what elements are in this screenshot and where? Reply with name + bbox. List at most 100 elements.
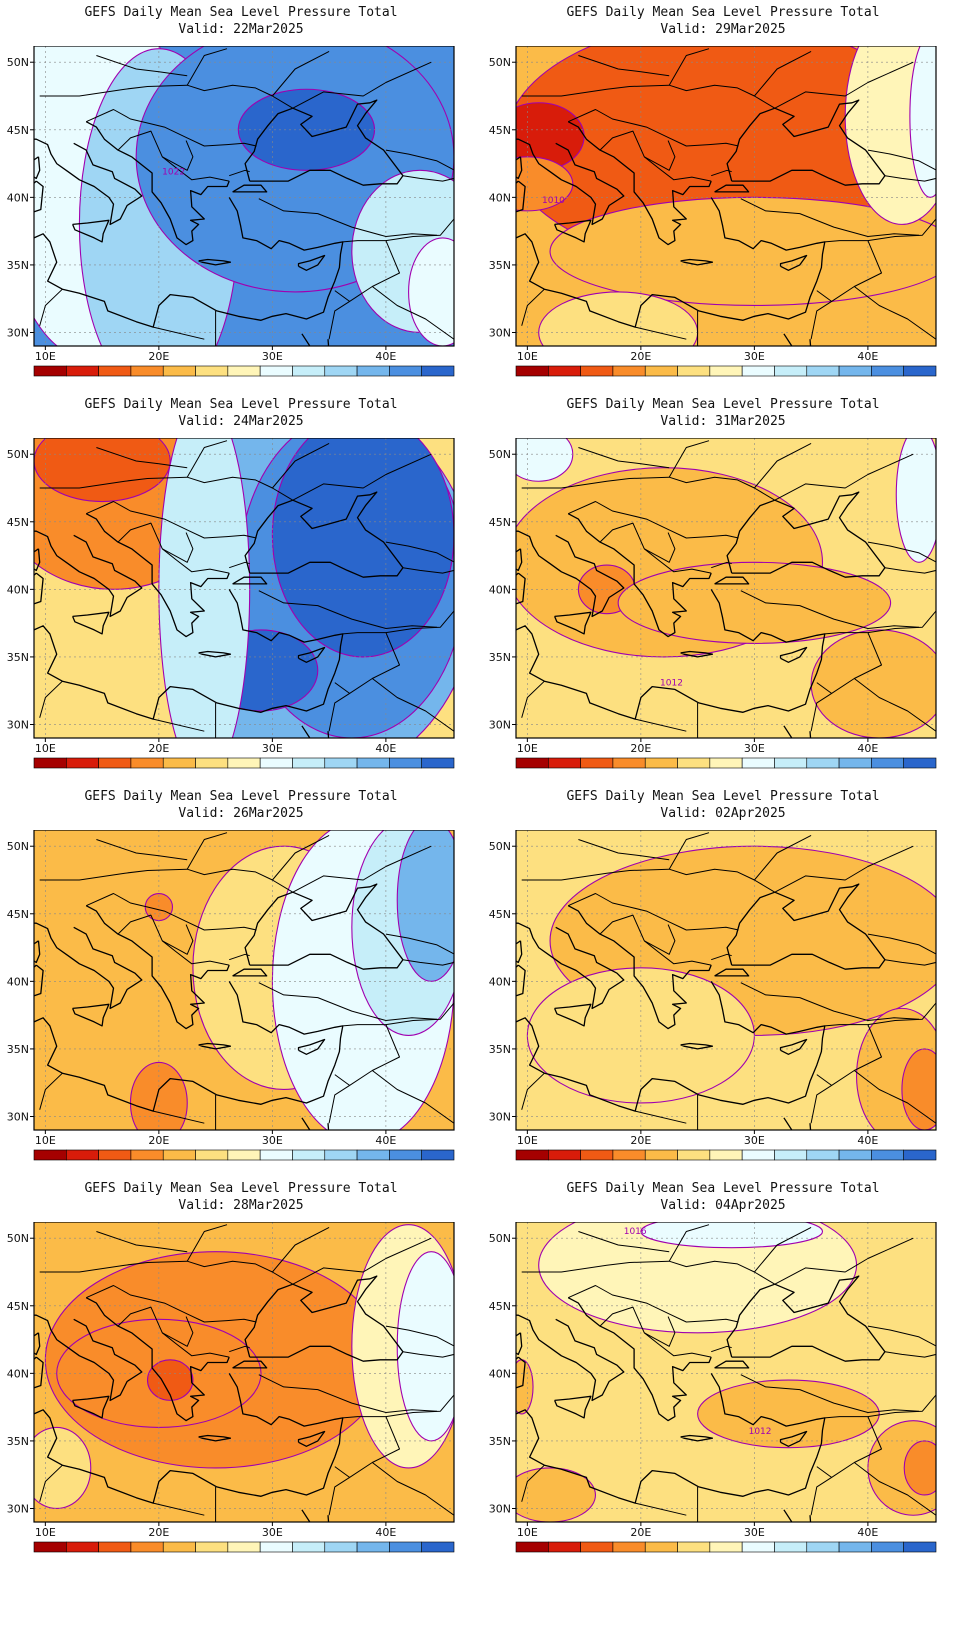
colorbar-swatch: [421, 1541, 455, 1553]
contour-label: 1010: [542, 196, 565, 206]
country-border: [824, 1394, 936, 1419]
lon-tick-label: 10E: [35, 742, 56, 755]
pressure-contour-region: [34, 438, 171, 503]
country-border: [371, 286, 454, 340]
coastline: [680, 1434, 714, 1442]
colorbar-swatch: [292, 757, 326, 769]
lat-tick-label: 50N: [489, 56, 511, 69]
country-border: [402, 175, 454, 182]
colorbar: 1006100810101012101410161018102010221024…: [33, 757, 455, 769]
country-border: [272, 1226, 330, 1273]
panel-title: GEFS Daily Mean Sea Level Pressure Total: [84, 397, 398, 412]
country-border: [85, 893, 257, 931]
coastline: [232, 576, 268, 585]
country-border: [635, 1110, 687, 1124]
colorbar-swatch: [356, 1541, 390, 1553]
lat-tick-label: 50N: [489, 448, 511, 461]
pressure-contour-region: [408, 237, 454, 346]
lat-tick-label: 35N: [489, 651, 511, 664]
country-border: [117, 914, 230, 966]
lat-tick-label: 40N: [489, 583, 511, 596]
country-border: [385, 933, 454, 955]
colorbar-swatch: [98, 1149, 132, 1161]
colorbar-swatch: [324, 757, 358, 769]
colorbar-swatch: [66, 365, 99, 377]
country-border: [599, 130, 712, 182]
coastline: [779, 1038, 808, 1055]
country-border: [402, 959, 454, 966]
country-border: [853, 1070, 936, 1124]
lat-tick-label: 30N: [489, 326, 511, 339]
country-border: [824, 610, 936, 635]
country-border: [754, 834, 812, 881]
coastline: [516, 548, 523, 572]
coastline: [714, 1360, 750, 1369]
colorbar: 1006100810101012101410161018102010221024…: [33, 1149, 455, 1161]
lon-tick-label: 10E: [517, 1134, 538, 1147]
panel-valid-date: Valid: 29Mar2025: [660, 22, 786, 37]
country-border: [402, 567, 454, 574]
lon-tick-label: 30E: [262, 1526, 283, 1539]
map-frame: [33, 438, 455, 739]
pressure-map: 1016 1012 50N 45N 40N 35N 30N 10E 20E 30E 40E 10061…: [489, 1222, 937, 1553]
colorbar-swatch: [580, 1541, 614, 1553]
coastline: [567, 121, 712, 246]
colorbar-swatch: [162, 757, 196, 769]
coastline: [34, 197, 344, 328]
lon-tick-label: 30E: [744, 350, 765, 363]
lat-tick-label: 45N: [7, 1300, 29, 1313]
colorbar-swatch: [389, 365, 422, 377]
lat-tick-label: 35N: [489, 1435, 511, 1448]
coastline: [34, 138, 143, 226]
country-border: [385, 149, 454, 171]
country-border: [39, 1464, 63, 1502]
coastline: [783, 333, 812, 346]
pressure-map: 50N 45N 40N 35N 30N 10E 20E 30E 40E 1006100810101…: [7, 830, 455, 1161]
colorbar-swatch: [515, 1149, 549, 1161]
colorbar-swatch: [709, 757, 743, 769]
coastline: [783, 1117, 812, 1130]
colorbar: 1006100810101012101410161018102010221024…: [515, 365, 937, 377]
colorbar-swatch: [33, 757, 67, 769]
lat-tick-label: 50N: [7, 1232, 29, 1245]
colorbar-swatch: [130, 757, 164, 769]
coastline: [516, 180, 526, 213]
pressure-contour-region: [396, 830, 454, 982]
coastline: [34, 572, 44, 605]
lat-tick-label: 45N: [489, 908, 511, 921]
lon-tick-label: 20E: [148, 350, 169, 363]
lat-tick-label: 30N: [7, 1502, 29, 1515]
colorbar-swatch: [389, 757, 422, 769]
coastline: [198, 1434, 232, 1442]
country-border: [371, 678, 454, 732]
country-border: [258, 198, 438, 237]
country-border: [117, 1306, 230, 1358]
colorbar-swatch: [292, 1149, 326, 1161]
country-border: [153, 1502, 205, 1516]
pressure-contour-region: [516, 1359, 534, 1415]
colorbar-swatch: [871, 1541, 904, 1553]
panel-title: GEFS Daily Mean Sea Level Pressure Total: [566, 1181, 880, 1196]
country-border: [229, 169, 250, 177]
country-border: [644, 1316, 676, 1347]
lat-tick-label: 30N: [489, 1110, 511, 1123]
country-border: [635, 1502, 687, 1516]
coastline: [516, 940, 523, 964]
lon-tick-label: 30E: [744, 742, 765, 755]
lat-tick-label: 35N: [7, 1043, 29, 1056]
coastline: [714, 968, 750, 977]
coastline: [567, 905, 712, 1030]
panel-title: GEFS Daily Mean Sea Level Pressure Total: [566, 5, 880, 20]
colorbar-swatch: [130, 1149, 164, 1161]
colorbar-swatch: [903, 365, 937, 377]
map-panel-p3: GEFS Daily Mean Sea Level Pressure Total…: [0, 392, 482, 802]
country-border: [342, 218, 454, 243]
colorbar-swatch: [709, 1541, 743, 1553]
colorbar-swatch: [33, 365, 67, 377]
pressure-contour-region: [146, 1359, 194, 1401]
colorbar-swatch: [227, 365, 261, 377]
colorbar-swatch: [33, 1541, 67, 1553]
country-border: [810, 692, 832, 732]
lat-tick-label: 30N: [489, 718, 511, 731]
country-border: [853, 1462, 936, 1516]
